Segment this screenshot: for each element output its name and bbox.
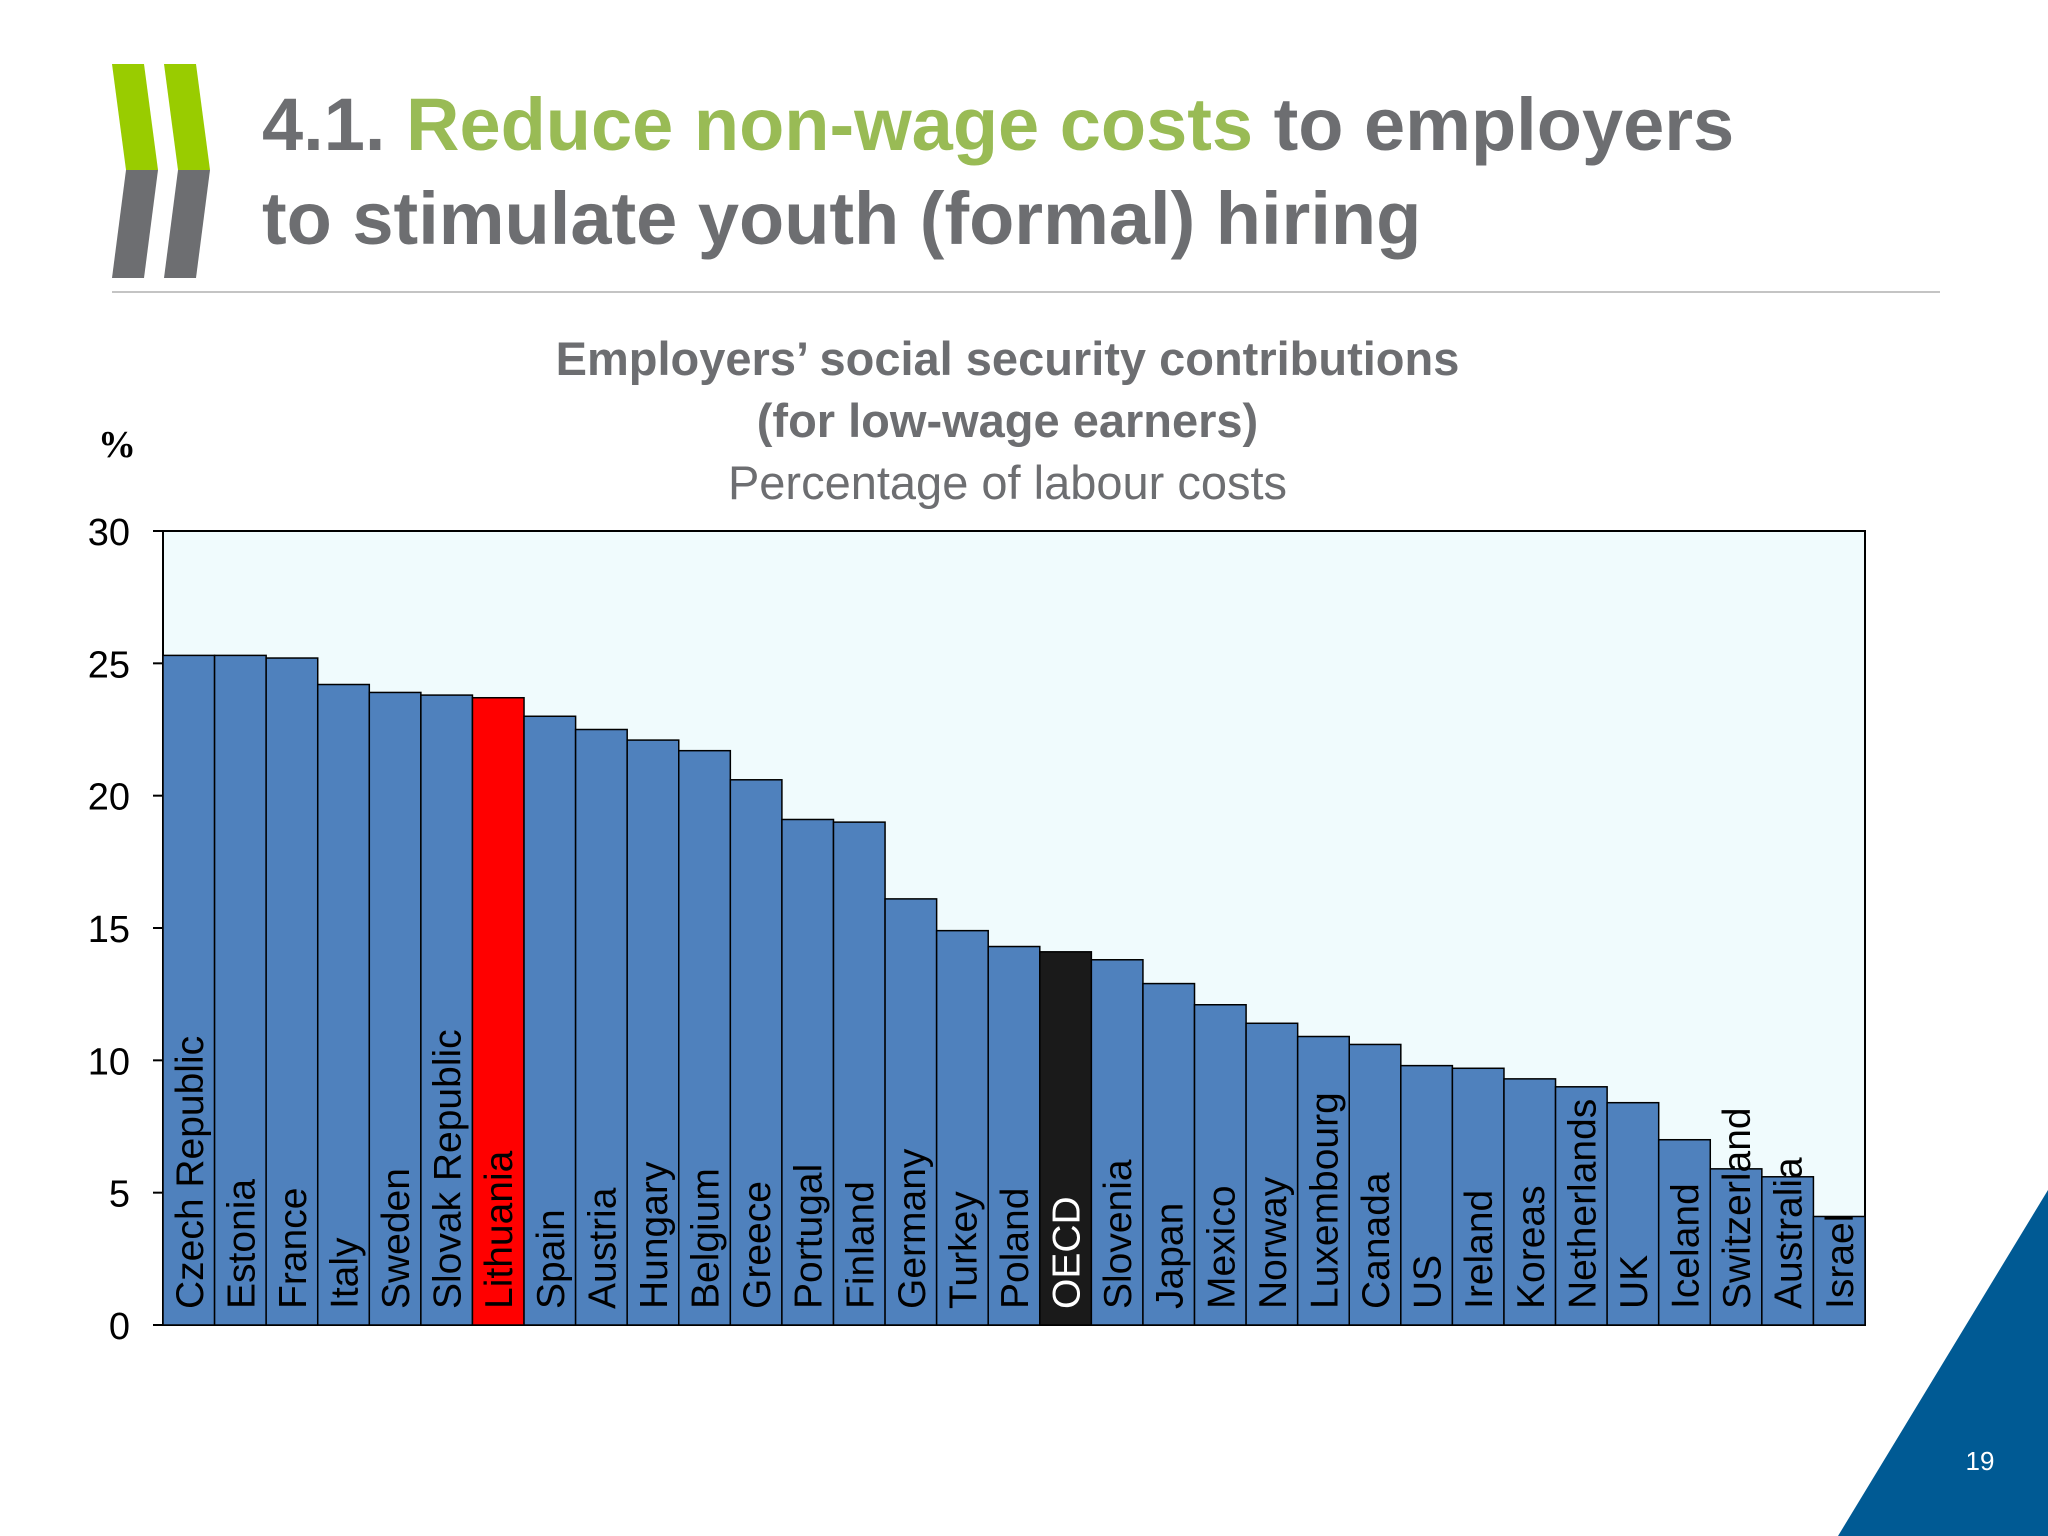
bar-lithuania xyxy=(471,696,525,1326)
title-line-2: to stimulate youth (formal) hiring xyxy=(262,177,1422,260)
category-label-slovenia: Slovenia xyxy=(1097,1159,1140,1309)
category-label-netherlands: Netherlands xyxy=(1561,1099,1604,1309)
bar-australia xyxy=(1761,1176,1815,1326)
y-tick-label: 5 xyxy=(109,1174,130,1216)
chart-title-line-2: (for low-wage earners) xyxy=(756,394,1259,447)
slide-title: 4.1. Reduce non-wage costs to employers … xyxy=(262,78,1734,266)
bar-canada xyxy=(1348,1043,1402,1326)
category-label-lithuania: Lithuania xyxy=(478,1150,521,1309)
category-label-poland: Poland xyxy=(994,1188,1037,1309)
bar-belgium xyxy=(678,749,732,1326)
bar-portugal xyxy=(781,818,835,1326)
category-label-ireland: Ireland xyxy=(1458,1190,1501,1309)
bar-slovenia xyxy=(1090,959,1144,1326)
chart-title: Employers’ social security contributions… xyxy=(0,328,2015,452)
logo-chevron-green-left xyxy=(112,64,158,170)
title-highlight: Reduce non-wage costs xyxy=(406,83,1254,166)
chart-subtitle: Percentage of labour costs xyxy=(727,456,1288,509)
category-label-belgium: Belgium xyxy=(685,1168,728,1309)
category-label-iceland: Iceland xyxy=(1664,1183,1707,1309)
bar-austria xyxy=(574,728,628,1326)
bar-iceland xyxy=(1657,1138,1712,1326)
category-label-canada: Canada xyxy=(1355,1172,1398,1309)
y-tick-label: 20 xyxy=(88,777,130,819)
title-divider xyxy=(112,291,1940,293)
page-number: 19 xyxy=(1965,1446,1995,1476)
category-label-koreas: Koreas xyxy=(1510,1185,1553,1309)
title-prefix: 4.1. xyxy=(262,83,406,166)
bar-uk xyxy=(1606,1101,1660,1326)
category-label-france: France xyxy=(272,1188,315,1309)
category-label-japan: Japan xyxy=(1149,1203,1192,1309)
bar-luxembourg xyxy=(1296,1035,1350,1326)
category-label-sweden: Sweden xyxy=(375,1168,418,1309)
category-label-switzerland: Switzerland xyxy=(1716,1107,1759,1309)
bar-oecd xyxy=(1039,951,1093,1326)
bar-mexico xyxy=(1193,1004,1247,1326)
category-label-czech-republic: Czech Republic xyxy=(169,1036,212,1309)
category-label-estonia: Estonia xyxy=(220,1179,263,1309)
category-label-hungary: Hungary xyxy=(633,1161,676,1309)
category-label-mexico: Mexico xyxy=(1200,1185,1243,1309)
bar-hungary xyxy=(626,739,680,1326)
corner-decoration xyxy=(1838,1190,2048,1536)
category-label-norway: Norway xyxy=(1252,1176,1295,1309)
logo-chevron-green-right xyxy=(164,64,210,170)
chart-title-line-1: Employers’ social security contributions xyxy=(555,332,1460,385)
logo-chevron-grey-left xyxy=(112,170,158,278)
category-label-australia: Australia xyxy=(1768,1157,1811,1309)
category-label-italy: Italy xyxy=(324,1237,367,1309)
y-axis: 0 5 10 15 20 25 30 xyxy=(88,512,163,1348)
category-label-turkey: Turkey xyxy=(942,1191,985,1309)
y-tick-label: 30 xyxy=(88,512,130,554)
category-label-finland: Finland xyxy=(839,1181,882,1309)
y-tick-label: 0 xyxy=(109,1306,130,1348)
category-label-oecd: OECD xyxy=(1046,1196,1089,1309)
category-label-spain: Spain xyxy=(530,1209,573,1309)
category-label-us: US xyxy=(1407,1255,1450,1309)
y-tick-label: 25 xyxy=(88,644,130,686)
bar-koreas xyxy=(1503,1078,1557,1326)
bar-japan xyxy=(1142,982,1196,1326)
category-label-luxembourg: Luxembourg xyxy=(1303,1092,1346,1309)
bar-switzerland xyxy=(1709,1168,1763,1326)
bar-greece xyxy=(729,779,783,1326)
category-label-uk: UK xyxy=(1613,1255,1656,1309)
bar-finland xyxy=(832,821,886,1326)
oecd-chevron-logo xyxy=(112,64,210,278)
y-axis-label: % xyxy=(98,424,136,466)
category-label-greece: Greece xyxy=(736,1181,779,1309)
bar-italy xyxy=(316,683,371,1326)
bar-poland xyxy=(987,945,1041,1326)
corner-triangle xyxy=(1838,1190,2048,1536)
category-label-austria: Austria xyxy=(581,1187,624,1309)
y-tick-label: 15 xyxy=(88,909,130,951)
bar-israel xyxy=(1812,1215,1866,1326)
bar-czech-republic xyxy=(162,654,216,1326)
bar-ireland xyxy=(1451,1067,1505,1326)
logo-chevron-grey-right xyxy=(164,170,210,278)
bar-us xyxy=(1400,1064,1454,1326)
bar-turkey xyxy=(935,929,989,1326)
bar-estonia xyxy=(213,654,267,1326)
y-tick-label: 10 xyxy=(88,1041,130,1083)
category-label-germany: Germany xyxy=(891,1148,934,1309)
title-suffix: to employers xyxy=(1253,83,1735,166)
bars: Czech Republic Estonia France Italy Sweden Sl… xyxy=(162,654,1866,1326)
bar-sweden xyxy=(368,691,422,1326)
bar-netherlands xyxy=(1554,1086,1608,1326)
category-label-israel: Israel xyxy=(1819,1214,1862,1309)
category-label-portugal: Portugal xyxy=(788,1164,831,1309)
category-label-slovak-republic: Slovak Republic xyxy=(427,1029,470,1309)
bar-spain xyxy=(523,715,577,1326)
